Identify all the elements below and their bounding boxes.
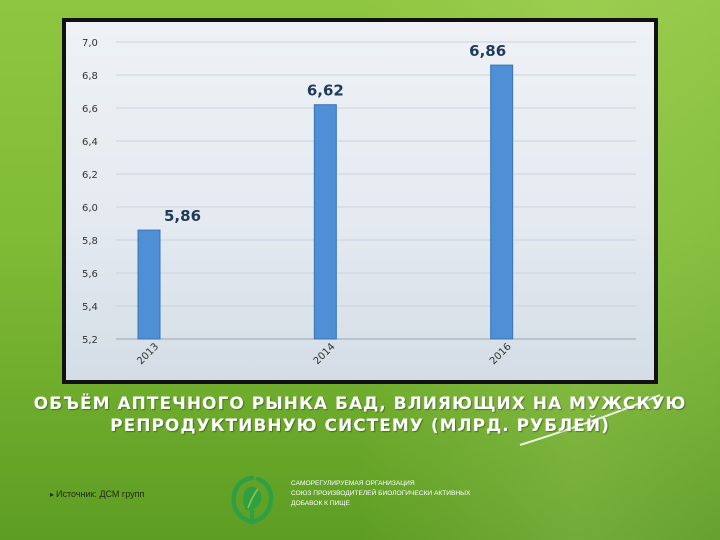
bar [313, 104, 337, 340]
organization-name: САМОРЕГУЛИРУЕМАЯ ОРГАНИЗАЦИЯ СОЮЗ ПРОИЗВ… [291, 479, 521, 509]
x-tick-label: 2014 [312, 341, 338, 367]
data-label: 6,86 [469, 42, 506, 60]
bullet-arrow-icon: ▸ [50, 490, 55, 499]
leaf-emblem-icon [231, 475, 274, 525]
chart-frame: 5,2 5,4 5,6 5,8 6,0 6,2 6,4 6,6 6,8 7,0 5,86 2013 6,… [62, 18, 658, 384]
source-note: ▸ Источник: ДСМ групп [50, 489, 144, 499]
bar [490, 64, 514, 340]
y-tick-label: 5,6 [82, 269, 98, 280]
slide-title-line2: РЕПРОДУКТИВНУЮ СИСТЕМУ (МЛРД. РУБЛЕЙ) [110, 416, 610, 436]
y-tick-label: 5,8 [82, 236, 98, 247]
x-tick-label: 2013 [135, 341, 161, 367]
y-tick-label: 7,0 [82, 38, 98, 49]
slide-title-line1: ОБЪЁМ АПТЕЧНОГО РЫНКА БАД, ВЛИЯЮЩИХ НА М… [33, 394, 687, 414]
data-label: 5,86 [164, 207, 201, 225]
data-label: 6,62 [307, 82, 344, 100]
y-tick-label: 6,6 [82, 104, 98, 115]
bar [137, 229, 161, 340]
y-tick-label: 6,4 [82, 137, 98, 148]
org-line3: ДОБАВОК К ПИЩЕ [291, 500, 350, 507]
source-label: Источник: ДСМ групп [56, 489, 145, 499]
bar-chart: 5,2 5,4 5,6 5,8 6,0 6,2 6,4 6,6 6,8 7,0 5,86 2013 6,… [82, 38, 636, 367]
slide-title: ОБЪЁМ АПТЕЧНОГО РЫНКА БАД, ВЛИЯЮЩИХ НА М… [0, 393, 720, 437]
y-tick-label: 6,2 [82, 170, 98, 181]
chart-area: 5,2 5,4 5,6 5,8 6,0 6,2 6,4 6,6 6,8 7,0 5,86 2013 6,… [66, 22, 654, 380]
y-tick-label: 6,0 [82, 203, 98, 214]
y-tick-label: 5,4 [82, 302, 98, 313]
y-tick-label: 5,2 [82, 335, 98, 346]
org-line1: САМОРЕГУЛИРУЕМАЯ ОРГАНИЗАЦИЯ [291, 480, 415, 487]
y-tick-label: 6,8 [82, 71, 98, 82]
org-line2: СОЮЗ ПРОИЗВОДИТЕЛЕЙ БИОЛОГИЧЕСКИ АКТИВНЫ… [291, 490, 471, 497]
x-tick-label: 2016 [488, 341, 514, 367]
